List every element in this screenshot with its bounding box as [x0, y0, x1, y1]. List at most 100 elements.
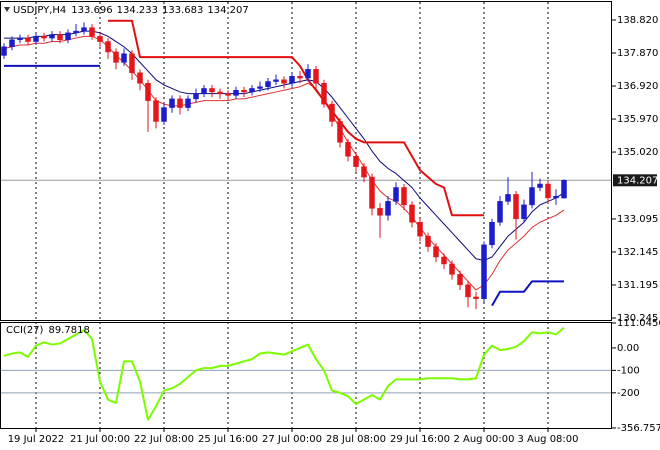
candle-body [465, 284, 471, 298]
y-tick-label: 133.095 [617, 214, 658, 225]
candle-body [129, 53, 135, 74]
candle-body [161, 107, 167, 122]
candle-body [369, 176, 375, 209]
candle-body [457, 274, 463, 286]
candle-body [417, 221, 423, 237]
candle-body [145, 82, 151, 101]
candle-body [537, 183, 543, 188]
y-tick-label: 130.245 [617, 313, 658, 324]
indicator-line [4, 64, 564, 307]
y-tick-label: 131.195 [617, 280, 658, 291]
candle-body [1, 46, 7, 56]
candle-body [393, 187, 399, 202]
candle-body [529, 187, 535, 206]
candle-body [433, 246, 439, 258]
candle-body [81, 27, 87, 32]
cci-panel-frame [0, 322, 612, 429]
candle-body [113, 51, 119, 63]
main-panel-frame [0, 1, 612, 321]
indicator-line [108, 19, 484, 217]
candle-body [553, 195, 559, 199]
candle-body [65, 32, 71, 41]
y-tick-label: -100 [617, 365, 640, 376]
y-tick-label: 132.145 [617, 247, 658, 258]
y-tick-label: 137.870 [617, 48, 658, 59]
x-tick-label: 19 Jul 2022 [8, 434, 65, 445]
x-tick-label: 21 Jul 00:00 [70, 434, 130, 445]
candle-body [209, 88, 215, 93]
cci-title: CCI(27) [6, 325, 44, 336]
candle-body [521, 204, 527, 220]
candle-body [473, 296, 479, 299]
candle-body [73, 30, 79, 34]
y-tick-label: 136.920 [617, 81, 658, 92]
last-high: 134.233 [117, 5, 158, 16]
price-label: 134.207 [617, 175, 658, 186]
candle-body [41, 36, 47, 39]
x-tick-label: 28 Jul 08:00 [326, 434, 386, 445]
chart-title: USDJPY,H4 [13, 5, 66, 16]
candle-body [377, 208, 383, 216]
candle-body [225, 93, 231, 96]
candle-body [385, 201, 391, 216]
y-tick-label: 0.00 [617, 343, 639, 354]
indicator-line [3, 327, 565, 421]
candle-body [321, 82, 327, 105]
candle-body [137, 72, 143, 84]
candle-body [9, 39, 15, 48]
candle-body [121, 53, 127, 63]
candle-body [89, 27, 95, 37]
candle-body [481, 244, 487, 299]
candle-body [265, 81, 271, 87]
candle-body [361, 166, 367, 178]
candle-body [489, 221, 495, 246]
price-label-box [613, 174, 657, 187]
axes: 19 Jul 2022 21 Jul 00:00 22 Jul 08:00 25 Ju… [8, 15, 660, 445]
candle-body [201, 88, 207, 94]
last-close: 134.207 [207, 5, 248, 16]
candle-body [513, 194, 519, 220]
candle-body [305, 69, 311, 79]
y-tick-label: 138.820 [617, 15, 658, 26]
x-tick-label: 25 Jul 16:00 [198, 434, 258, 445]
candle-body [313, 69, 319, 84]
candle-body [273, 79, 279, 82]
candle-body [345, 142, 351, 157]
candle-body [17, 37, 23, 41]
y-tick-label: 135.970 [617, 114, 658, 125]
y-tick-label: 111.0456 [617, 318, 660, 329]
y-tick-label: -356.7578 [617, 423, 660, 434]
x-tick-label: 29 Jul 16:00 [390, 434, 450, 445]
candle-body [233, 89, 239, 96]
candle-body [561, 180, 567, 199]
candle-body [217, 91, 223, 94]
candle-body [401, 187, 407, 206]
symbol-icon [4, 7, 10, 12]
candle-body [49, 34, 55, 39]
candle-body [241, 89, 247, 93]
y-tick-label: 135.020 [617, 147, 658, 158]
candle-body [249, 88, 255, 93]
candle-body [505, 194, 511, 202]
candle-body [353, 155, 359, 167]
candle-body [441, 256, 447, 265]
candle-body [329, 103, 335, 122]
cci-header: CCI(27) 89.7818 [6, 325, 90, 336]
cci-last-value: 89.7818 [48, 325, 89, 336]
last-low: 133.683 [162, 5, 203, 16]
candle-body [289, 76, 295, 84]
candles [1, 22, 567, 310]
candle-body [257, 86, 263, 89]
candle-body [25, 37, 31, 42]
candle-body [337, 121, 343, 143]
x-tick-label: 3 Aug 08:00 [517, 434, 578, 445]
candle-body [297, 76, 303, 79]
candle-body [193, 93, 199, 100]
candle-body [425, 235, 431, 247]
candle-body [177, 98, 183, 108]
candle-body [169, 98, 175, 108]
candle-body [281, 79, 287, 84]
candle-body [97, 36, 103, 42]
